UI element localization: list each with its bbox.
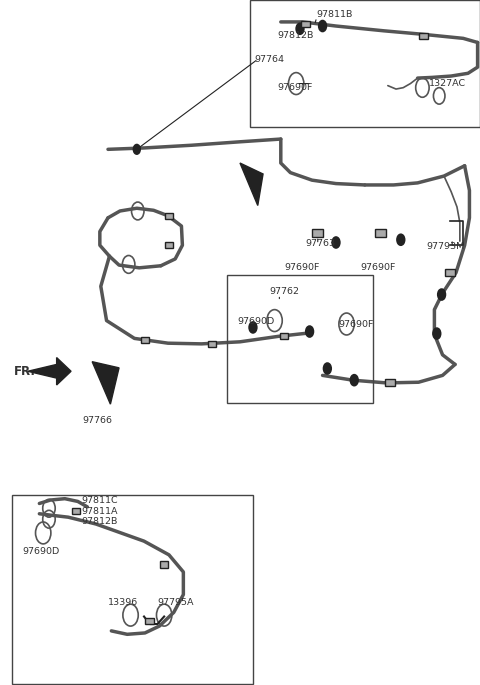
Polygon shape	[92, 362, 119, 404]
Bar	[301, 21, 310, 27]
Text: 97763: 97763	[305, 238, 336, 248]
Bar	[145, 618, 154, 623]
Text: 13396: 13396	[108, 598, 138, 608]
Text: 97812B: 97812B	[82, 517, 118, 527]
Circle shape	[332, 237, 340, 248]
Text: 97811B: 97811B	[317, 10, 353, 19]
Polygon shape	[240, 163, 263, 206]
Circle shape	[306, 326, 313, 337]
Circle shape	[324, 363, 331, 374]
Text: 97690D: 97690D	[23, 547, 60, 556]
Text: 97690F: 97690F	[360, 262, 396, 272]
Text: 97690D: 97690D	[237, 317, 275, 327]
Bar	[280, 332, 288, 338]
Circle shape	[296, 23, 304, 34]
Bar	[419, 33, 428, 38]
Circle shape	[133, 145, 140, 154]
Polygon shape	[28, 358, 71, 385]
Bar	[227, 275, 373, 403]
Bar	[165, 242, 173, 248]
Bar	[160, 562, 168, 567]
Text: FR.: FR.	[13, 366, 36, 378]
Text: 97811C: 97811C	[82, 495, 118, 505]
Text: 97690F: 97690F	[277, 83, 313, 92]
Bar	[141, 337, 149, 342]
Circle shape	[433, 328, 441, 339]
Text: 97690F: 97690F	[284, 262, 320, 272]
Text: 97795A: 97795A	[157, 598, 194, 608]
Text: 97762: 97762	[270, 287, 300, 297]
Circle shape	[438, 289, 445, 300]
Bar	[250, 0, 480, 127]
Bar	[375, 229, 386, 237]
Text: 97811A: 97811A	[82, 506, 118, 516]
Bar	[72, 508, 80, 514]
Text: 97764: 97764	[254, 55, 284, 64]
Circle shape	[319, 21, 326, 32]
Bar	[208, 341, 216, 347]
Text: 1327AC: 1327AC	[429, 79, 466, 88]
Bar	[12, 495, 253, 684]
Text: 97766: 97766	[83, 416, 112, 425]
Circle shape	[350, 375, 358, 386]
Bar	[385, 379, 395, 386]
Bar	[165, 212, 173, 219]
Text: 97793M: 97793M	[426, 242, 465, 251]
Text: 97812B: 97812B	[277, 31, 314, 40]
Bar	[445, 269, 455, 276]
Circle shape	[397, 234, 405, 245]
Bar	[312, 229, 323, 237]
Text: 97690F: 97690F	[338, 319, 374, 329]
Circle shape	[249, 322, 257, 333]
